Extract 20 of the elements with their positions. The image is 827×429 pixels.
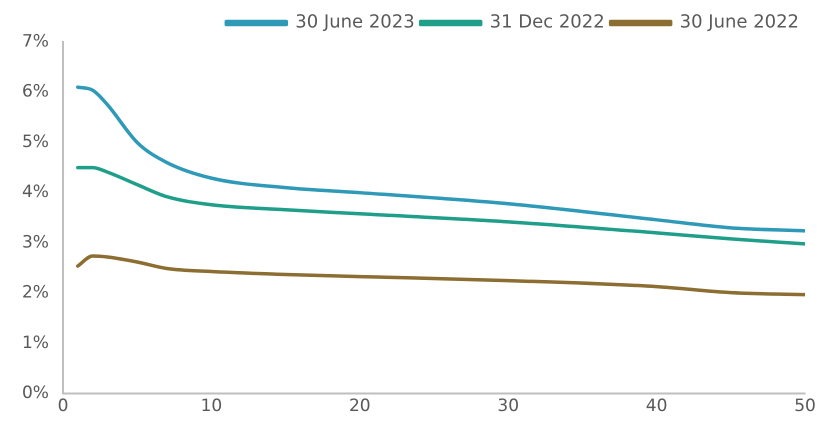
y-tick-label: 6% [22,82,49,102]
y-tick-label: 3% [22,232,49,252]
x-tick-label: 40 [646,396,668,416]
line-series [76,254,805,296]
y-tick-label: 2% [22,282,49,303]
x-tick-label: 30 [497,396,520,416]
y-tick-label: 7% [22,31,49,52]
legend-label: 31 Dec 2022 [490,12,605,33]
y-tick-label: 5% [22,132,49,152]
line-series [76,166,805,246]
line-series [76,85,805,233]
x-tick-label: 20 [348,396,371,416]
x-tick-label: 50 [794,396,816,416]
legend-label: 30 June 2023 [295,12,415,33]
x-tick-label: 0 [58,396,68,416]
legend-label: 30 June 2022 [680,12,800,33]
y-tick-label: 1% [22,332,49,353]
y-tick-label: 0% [22,383,49,404]
x-tick-label: 10 [200,396,222,416]
y-tick-label: 4% [22,182,49,202]
